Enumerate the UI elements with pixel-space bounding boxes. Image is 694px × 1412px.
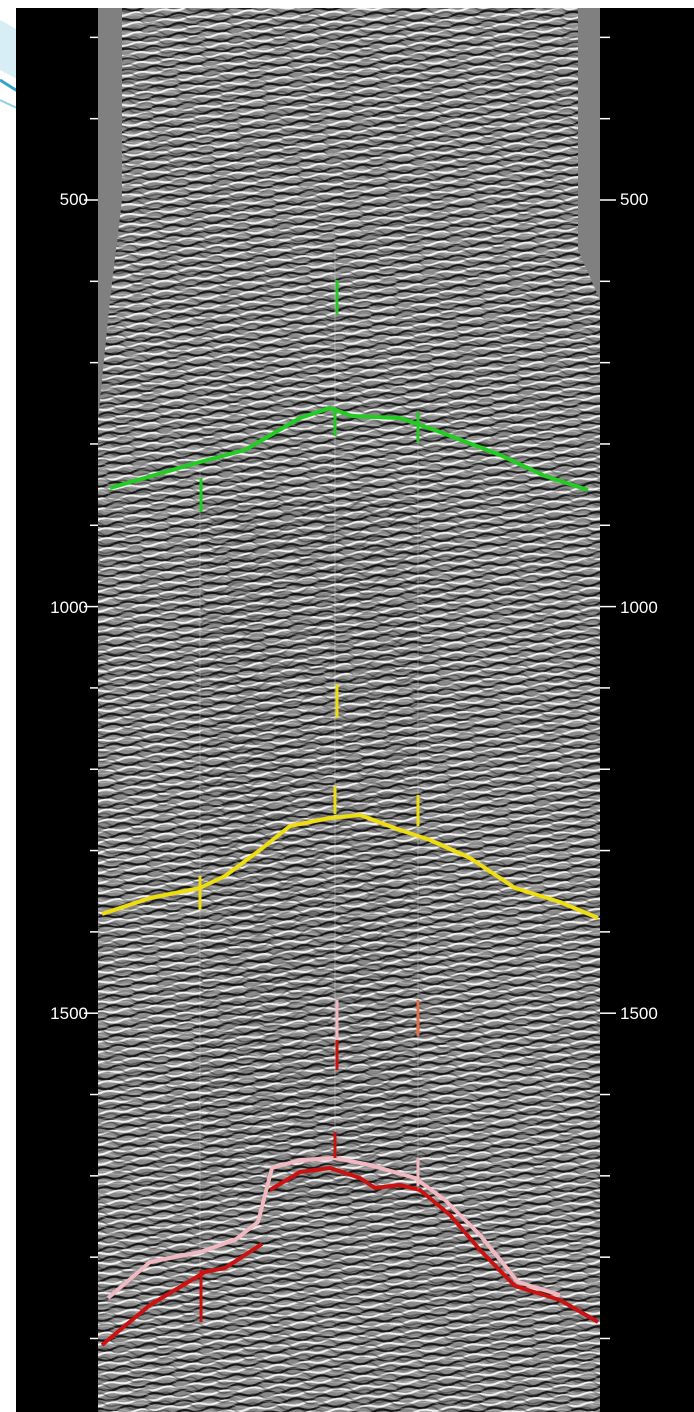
depth-label-1000-right: 1000 [620,598,658,617]
depth-label-1500-right: 1500 [620,1004,658,1023]
depth-axis-left [84,36,98,1340]
depth-label-1500-left: 1500 [50,1004,88,1023]
seismic-amplitude-image [98,8,600,1412]
horizon-yellow[interactable] [101,813,599,920]
horizon-pink[interactable] [106,1156,561,1300]
well-markers [198,280,420,1322]
horizon-green[interactable] [109,406,589,492]
depth-axis-right [600,36,616,1340]
depth-label-500-left: 500 [59,190,88,209]
depth-label-500-right: 500 [620,190,649,209]
horizon-red-east[interactable] [268,1166,600,1324]
depth-label-1000-left: 1000 [50,598,88,617]
